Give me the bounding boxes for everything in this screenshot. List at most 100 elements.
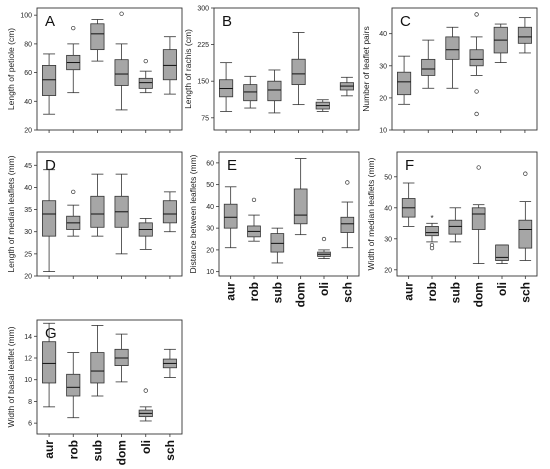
box-sub xyxy=(90,173,105,237)
category-label-sub: sub xyxy=(90,440,104,461)
category-label-oli: oli xyxy=(139,440,153,454)
y-tick-label: 20 xyxy=(24,128,32,135)
box-iqr xyxy=(243,84,258,102)
box-sub xyxy=(448,207,463,243)
category-label-dom: dom xyxy=(472,282,486,307)
box-oli xyxy=(493,23,508,63)
panel-label: C xyxy=(400,13,411,30)
outlier-point xyxy=(474,89,479,94)
box-rob xyxy=(66,25,81,94)
panel-e: E Distance between leaflets (mm) 10 20 30 40 5… xyxy=(188,151,360,307)
outlier-point xyxy=(345,180,350,185)
y-tick-label: 30 xyxy=(24,229,32,236)
box-rob: * xyxy=(425,214,439,251)
box-sub xyxy=(90,325,105,397)
category-label-rob: rob xyxy=(425,282,439,301)
box-aur xyxy=(223,186,238,249)
plot-frame xyxy=(391,7,538,131)
category-label-sch: sch xyxy=(518,282,532,303)
box-iqr xyxy=(397,71,412,96)
panel-a: A Length of petiole (cm) 20 40 60 80 100 xyxy=(6,7,183,135)
box-iqr xyxy=(42,200,57,237)
y-tick-label: 40 xyxy=(379,31,387,38)
y-tick-label: 75 xyxy=(201,115,209,122)
y-axis-label: Length of petiole (cm) xyxy=(6,28,16,110)
category-label-sub: sub xyxy=(270,282,284,303)
y-tick-label: 8 xyxy=(28,399,32,406)
box-iqr xyxy=(162,200,177,224)
plot-frame xyxy=(218,151,360,277)
outlier-point xyxy=(429,245,435,251)
box-iqr xyxy=(495,244,509,261)
outlier-point xyxy=(71,25,76,31)
y-tick-label: 50 xyxy=(206,182,214,189)
panel-label: F xyxy=(405,157,414,174)
category-label-aur: aur xyxy=(42,440,56,459)
y-tick-label: 80 xyxy=(24,41,32,48)
y-axis-label: Width of median leaflets (mm) xyxy=(366,157,376,270)
category-label-dom: dom xyxy=(294,282,308,307)
box-sch xyxy=(518,171,533,261)
box-iqr xyxy=(517,26,532,44)
plot-frame xyxy=(36,151,183,277)
y-tick-label: 20 xyxy=(24,274,32,281)
panel-g: G Width of basal leaflet (mm) 6 8 10 12 14 aur r… xyxy=(6,319,183,465)
category-label-rob: rob xyxy=(247,282,261,301)
box-aur xyxy=(401,182,416,227)
box-iqr xyxy=(42,341,57,384)
box-iqr xyxy=(448,219,463,235)
box-iqr xyxy=(114,348,129,367)
y-tick-label: 45 xyxy=(24,163,32,170)
plot-frame xyxy=(396,151,538,277)
box-sub xyxy=(270,227,285,264)
outlier-point xyxy=(251,197,257,203)
box-oli xyxy=(315,99,330,112)
y-tick-label: 40 xyxy=(384,205,392,212)
y-tick-label: 14 xyxy=(24,334,32,341)
category-label-dom: dom xyxy=(115,440,129,465)
box-iqr xyxy=(340,216,355,233)
box-sub xyxy=(90,19,105,62)
box-oli xyxy=(495,244,509,265)
box-iqr xyxy=(114,59,129,86)
box-rob xyxy=(66,189,81,237)
outlier-point xyxy=(143,388,148,393)
box-iqr xyxy=(518,219,533,249)
y-tick-label: 20 xyxy=(379,95,387,102)
panel-b: B Length of rachis (cm) 75 150 225 300 xyxy=(183,6,360,133)
box-dom xyxy=(114,173,129,255)
y-tick-label: 30 xyxy=(384,236,392,243)
outlier-point xyxy=(321,236,327,242)
y-tick-label: 30 xyxy=(379,63,387,70)
box-oli xyxy=(138,388,153,422)
box-rob xyxy=(243,75,258,109)
box-iqr xyxy=(162,49,177,81)
y-tick-label: 40 xyxy=(24,185,32,192)
box-iqr xyxy=(270,233,285,253)
box-iqr xyxy=(223,203,238,229)
box-sch xyxy=(339,76,354,97)
box-oli xyxy=(138,218,153,250)
y-tick-label: 6 xyxy=(28,421,32,428)
box-rob xyxy=(247,197,261,242)
plot-frame xyxy=(36,7,183,131)
box-iqr xyxy=(42,65,57,96)
y-tick-label: 60 xyxy=(24,70,32,77)
y-axis-label: Length of median leaflets (mm) xyxy=(6,155,16,272)
box-sub xyxy=(267,69,282,114)
panel-label: A xyxy=(45,13,55,30)
y-tick-label: 40 xyxy=(24,99,32,106)
y-tick-label: 10 xyxy=(206,269,214,276)
box-iqr xyxy=(291,58,306,86)
y-axis-label: Width of basal leaflet (mm) xyxy=(6,326,16,427)
box-aur xyxy=(42,169,57,272)
category-label-sub: sub xyxy=(448,282,462,303)
box-dom xyxy=(291,32,306,106)
box-iqr xyxy=(293,188,308,225)
box-aur xyxy=(219,62,234,112)
box-oli xyxy=(317,236,331,259)
panel-label: E xyxy=(227,157,237,174)
box-dom xyxy=(114,333,129,383)
extreme-outlier: * xyxy=(430,214,433,223)
panel-label: B xyxy=(222,13,232,30)
